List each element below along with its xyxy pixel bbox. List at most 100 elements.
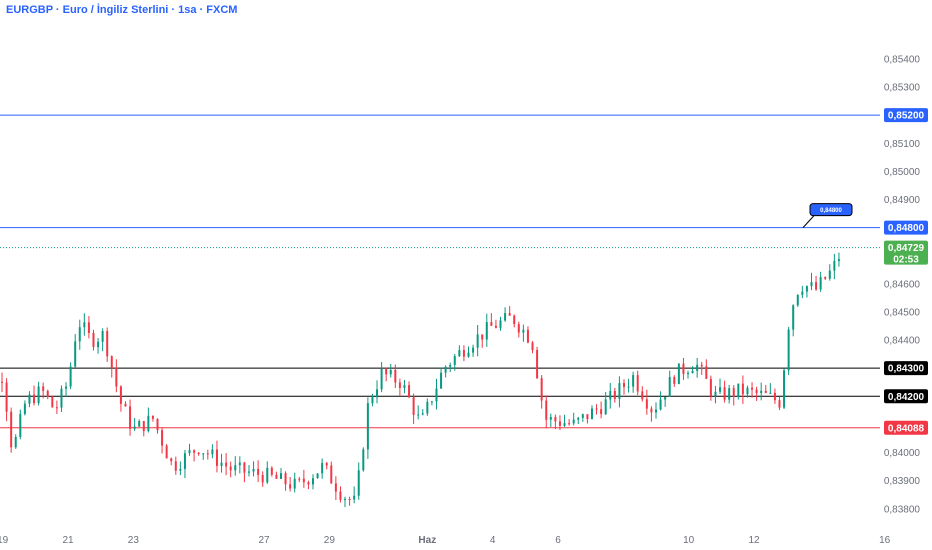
x-tick-label: 21 [62, 535, 74, 546]
x-tick-label: 10 [683, 535, 695, 546]
y-tick-label: 0,83800 [884, 504, 921, 515]
candle-body [485, 322, 488, 340]
candle-body [783, 370, 786, 408]
candle-body [307, 482, 310, 485]
candle-body [687, 373, 690, 375]
candle-body [275, 474, 278, 479]
candle-body [234, 465, 237, 471]
candle-body [238, 462, 241, 466]
candle-body [321, 463, 324, 474]
candle-body [87, 322, 90, 333]
candle-body [339, 491, 342, 500]
candle-body [746, 387, 749, 395]
candle-body [476, 334, 479, 348]
candle-body [330, 465, 333, 484]
time-axis: 19 21 23 27 29 Haz 4 6 10 12 16 [0, 535, 891, 546]
candle-body [202, 453, 205, 455]
candle-body [755, 389, 758, 394]
candle-body [513, 315, 516, 325]
x-tick-label: 4 [490, 535, 496, 546]
candle-body [403, 385, 406, 389]
candle-body [69, 366, 72, 387]
candle-body [151, 415, 154, 419]
y-tick-label: 0,84600 [884, 279, 921, 290]
candle-body [206, 453, 209, 455]
candle-body [632, 375, 635, 387]
candle-body [193, 450, 196, 453]
candle-body [366, 403, 369, 450]
candle-body [458, 350, 461, 357]
level-price-label: 0,84088 [888, 423, 925, 434]
candle-body [197, 452, 200, 454]
candle-body [769, 392, 772, 394]
candle-body [247, 471, 250, 473]
candle-body [536, 350, 539, 379]
y-tick-label: 0,85300 [884, 83, 921, 94]
candle-body [531, 342, 534, 351]
candle-body [792, 305, 795, 330]
candle-body [78, 327, 81, 342]
x-tick-label: 23 [128, 535, 140, 546]
candle-body [293, 478, 296, 489]
candle-body [92, 332, 95, 347]
chart-title: EURGBP · Euro / İngiliz Sterlini · 1sa ·… [6, 4, 238, 16]
candle-body [719, 387, 722, 392]
candle-body [284, 473, 287, 485]
y-tick-label: 0,85400 [884, 54, 921, 65]
candle-body [380, 368, 383, 390]
candle-body [188, 450, 191, 454]
candle-body [106, 331, 109, 357]
candle-body [815, 282, 818, 290]
candle-body [170, 458, 173, 462]
candle-body [60, 388, 63, 408]
candle-body [129, 406, 132, 429]
candle-body [156, 418, 159, 431]
candle-body [14, 436, 17, 448]
candle-body [595, 408, 598, 410]
candle-body [526, 329, 529, 343]
candle-body [444, 366, 447, 373]
price-annotation: 0,84800 [802, 203, 853, 228]
candle-body [421, 413, 424, 415]
candle-body [540, 378, 543, 401]
level-price-label: 0,84300 [888, 364, 925, 375]
candle-body [426, 401, 429, 414]
level-price-tag [884, 361, 928, 376]
candle-body [5, 382, 8, 412]
candle-body [581, 414, 584, 418]
candle-body [46, 390, 49, 397]
candle-body [805, 286, 808, 292]
annotation-box[interactable] [809, 203, 853, 217]
candle-body [19, 413, 22, 437]
candle-body [508, 313, 511, 316]
y-tick-label: 0,84900 [884, 195, 921, 206]
candle-body [65, 386, 68, 389]
candle-body [229, 466, 232, 471]
candle-body [83, 322, 86, 328]
candle-body [728, 388, 731, 400]
candle-body [362, 449, 365, 471]
horizontal-levels: 0,85200 0,84800 0,84300 0,84200 0,84088 [0, 108, 928, 435]
candle-body [55, 407, 58, 409]
annotation-label: 0,84800 [820, 208, 842, 214]
candle-body [316, 473, 319, 479]
level-price-tag [884, 108, 928, 123]
candle-body [796, 294, 799, 306]
candle-body [622, 383, 625, 387]
candle-body [302, 478, 305, 483]
candle-body [801, 291, 804, 295]
candle-body [220, 462, 223, 466]
candle-body [261, 474, 264, 483]
candle-body [723, 387, 726, 400]
candle-body [385, 368, 388, 375]
candle-body [215, 449, 218, 466]
x-tick-label: 19 [0, 535, 9, 546]
candle-body [760, 390, 763, 394]
candle-body [810, 282, 813, 287]
candle-body [737, 383, 740, 397]
level-price-tag [884, 220, 928, 235]
candle-body [668, 376, 671, 397]
candle-body [664, 396, 667, 400]
candle-body [42, 386, 45, 391]
